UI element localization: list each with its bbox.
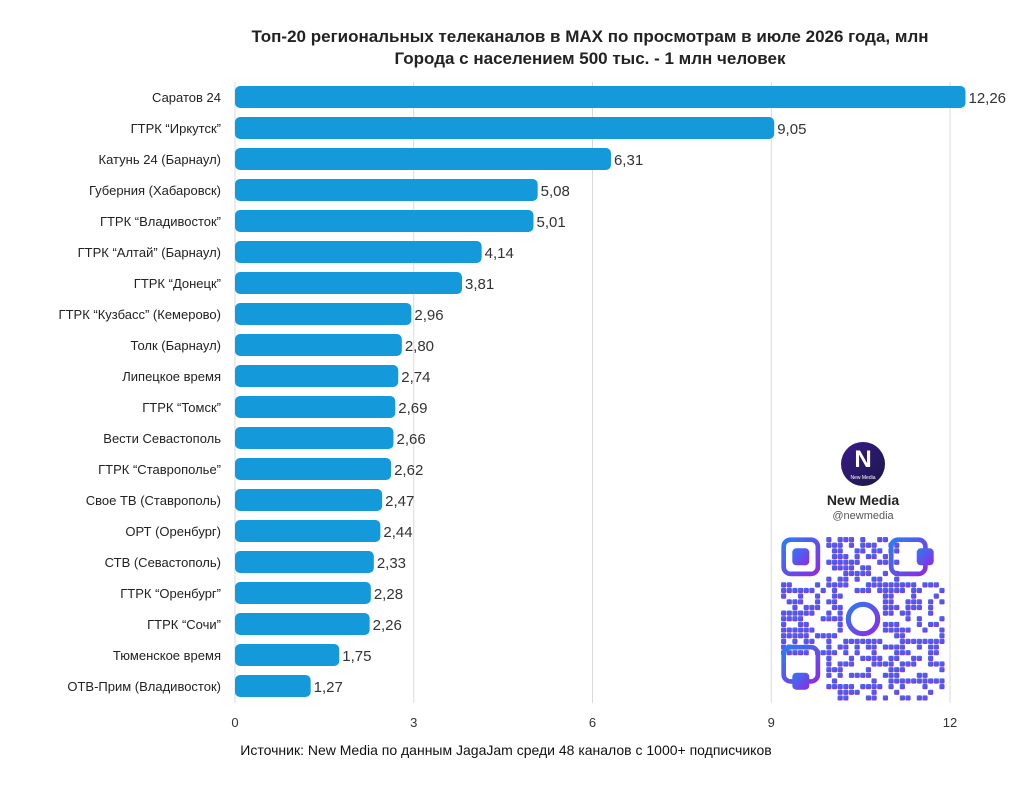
bar (235, 520, 381, 542)
category-label: ГТРК “Иркутск” (131, 121, 221, 136)
bar (235, 148, 611, 170)
bar (235, 675, 311, 697)
category-label: Вести Севастополь (103, 431, 221, 446)
x-tick-label: 0 (231, 715, 238, 730)
data-label: 2,74 (401, 369, 430, 386)
category-label: ОРТ (Оренбург) (125, 524, 221, 539)
category-label: ГТРК “Владивосток” (100, 214, 221, 229)
data-label: 2,47 (385, 493, 414, 510)
category-label: ГТРК “Алтай” (Барнаул) (78, 245, 221, 260)
data-label: 1,27 (314, 679, 343, 696)
category-label: ГТРК “Оренбург” (120, 586, 221, 601)
bar (235, 334, 402, 356)
data-label: 5,08 (541, 183, 570, 200)
data-label: 2,44 (383, 524, 412, 541)
data-label: 9,05 (777, 121, 806, 138)
category-label: ГТРК “Томск” (142, 400, 221, 415)
brand-handle: @newmedia (832, 510, 894, 522)
source-note: Источник: New Media по данным JagaJam ср… (240, 742, 772, 758)
brand-name: New Media (826, 492, 900, 508)
category-label: Губерния (Хабаровск) (89, 183, 221, 198)
data-label: 2,80 (405, 338, 434, 355)
data-label: 4,14 (485, 245, 514, 262)
category-label: ГТРК “Донецк” (134, 276, 221, 291)
logo-caption: New Media (850, 475, 876, 481)
chart-title-block: Топ-20 региональных телеканалов в MAX по… (0, 26, 1016, 70)
data-label: 5,01 (537, 214, 566, 231)
data-label: 2,69 (398, 400, 427, 417)
data-label: 2,96 (414, 307, 443, 324)
new-media-logo-icon: N New Media (841, 442, 885, 486)
chart-subtitle: Города с населением 500 тыс. - 1 млн чел… (394, 49, 786, 68)
category-label: ГТРК “Кузбасс” (Кемерово) (59, 307, 221, 322)
data-label: 2,66 (396, 431, 425, 448)
bar (235, 303, 412, 325)
category-label: ОТВ-Прим (Владивосток) (67, 679, 221, 694)
bar (235, 582, 371, 604)
bar (235, 210, 534, 232)
bar (235, 427, 394, 449)
bar (235, 117, 775, 139)
category-label: Тюменское время (113, 648, 221, 663)
bar (235, 551, 374, 573)
bar (235, 613, 370, 635)
x-tick-label: 3 (410, 715, 417, 730)
category-label: Саратов 24 (152, 90, 221, 105)
bar (235, 365, 399, 387)
data-label: 2,62 (394, 462, 423, 479)
data-label: 12,26 (968, 90, 1006, 107)
category-label: Катунь 24 (Барнаул) (99, 152, 221, 167)
data-label: 3,81 (465, 276, 494, 293)
bar (235, 86, 966, 108)
brand-block: N New Media New Media @newmedia (780, 442, 946, 522)
category-label: Свое ТВ (Ставрополь) (86, 493, 221, 508)
bar (235, 179, 538, 201)
x-tick-label: 9 (768, 715, 775, 730)
category-label: ГТРК “Сочи” (147, 617, 221, 632)
bar (235, 644, 340, 666)
category-label: СТВ (Севастополь) (105, 555, 221, 570)
category-label: ГТРК “Ставрополье” (98, 462, 221, 477)
data-label: 6,31 (614, 152, 643, 169)
bar (235, 241, 482, 263)
bar (235, 489, 383, 511)
data-label: 2,26 (373, 617, 402, 634)
bar (235, 272, 463, 294)
qr-code-icon[interactable] (781, 537, 945, 701)
x-tick-label: 12 (943, 715, 957, 730)
data-label: 2,28 (374, 586, 403, 603)
chart-title: Топ-20 региональных телеканалов в MAX по… (251, 27, 929, 46)
category-label: Толк (Барнаул) (131, 338, 221, 353)
bar (235, 458, 392, 480)
x-tick-label: 6 (589, 715, 596, 730)
category-label: Липецкое время (122, 369, 221, 384)
bar (235, 396, 396, 418)
data-label: 1,75 (342, 648, 371, 665)
data-label: 2,33 (377, 555, 406, 572)
